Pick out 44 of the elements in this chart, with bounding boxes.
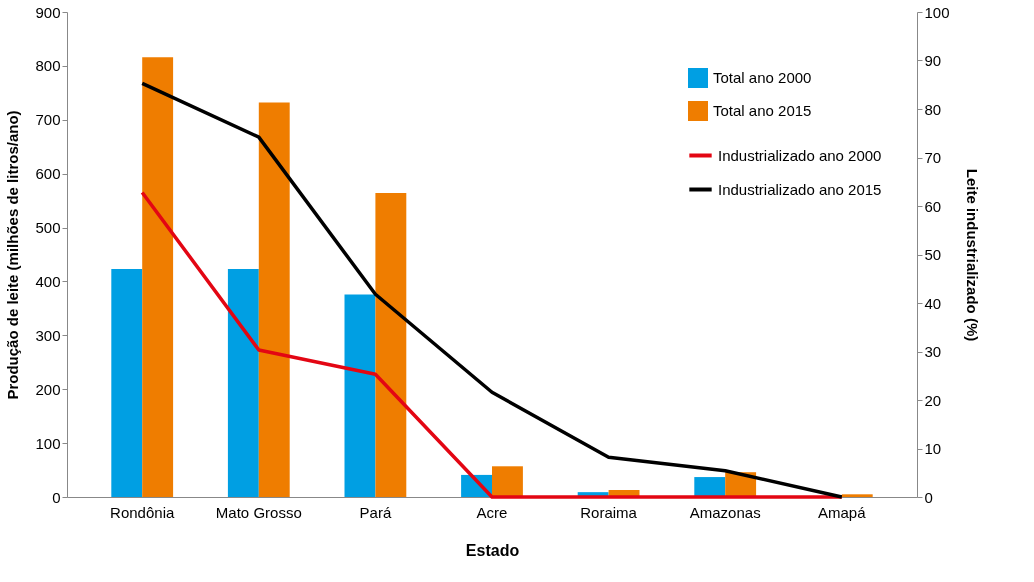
y-tick-label: 200: [35, 380, 61, 398]
bar: [142, 57, 174, 497]
bar: [344, 294, 376, 497]
bar: [375, 193, 407, 497]
x-tick-label: Pará: [359, 503, 392, 521]
legend-label: Total ano 2000: [713, 69, 812, 86]
y2-tick-label: 50: [924, 246, 942, 263]
y2-tick-label: 0: [924, 488, 933, 506]
y-axis-title: Produção de leite (milhões de litros/ano): [4, 110, 22, 400]
y2-tick-label: 90: [924, 52, 942, 69]
y2-tick-label: 30: [924, 343, 942, 360]
legend-label: Industrializado ano 2000: [718, 146, 882, 164]
x-tick-label: Mato Grosso: [215, 503, 302, 521]
x-tick-label: Amazonas: [689, 503, 761, 521]
y2-tick-label: 60: [924, 197, 942, 215]
bar: [227, 269, 259, 497]
y-tick-label: 500: [35, 219, 61, 237]
x-tick-label: Amapá: [818, 503, 867, 521]
legend-label: Industrializado ano 2015: [718, 180, 882, 198]
x-tick-label: Roraima: [580, 503, 638, 521]
y2-tick-label: 80: [924, 100, 942, 118]
y2-tick-label: 70: [924, 149, 942, 166]
y-tick-label: 900: [35, 3, 61, 21]
bar: [492, 466, 523, 497]
y-tick-label: 100: [35, 434, 61, 452]
y-tick-label: 700: [35, 111, 61, 129]
y-tick-label: 800: [35, 57, 61, 75]
bar: [258, 102, 290, 497]
bar: [841, 494, 873, 497]
y-tick-label: 600: [35, 165, 61, 183]
y2-tick-label: 20: [924, 391, 942, 409]
x-tick-label: Acre: [476, 503, 508, 521]
y2-tick-label: 100: [924, 3, 950, 21]
y2-tick-label: 10: [924, 440, 942, 457]
x-axis-title: Estado: [465, 541, 520, 559]
line-series: [140, 81, 844, 499]
y-tick-label: 400: [35, 272, 61, 290]
legend-label: Total ano 2015: [713, 102, 812, 119]
y-tick-label: 0: [52, 488, 61, 506]
y2-tick-label: 40: [924, 294, 942, 312]
bar: [111, 269, 143, 497]
y-tick-label: 300: [35, 326, 61, 344]
x-tick-label: Rondônia: [110, 503, 175, 521]
y2-axis-title: Leite industrializado (%): [963, 168, 981, 342]
